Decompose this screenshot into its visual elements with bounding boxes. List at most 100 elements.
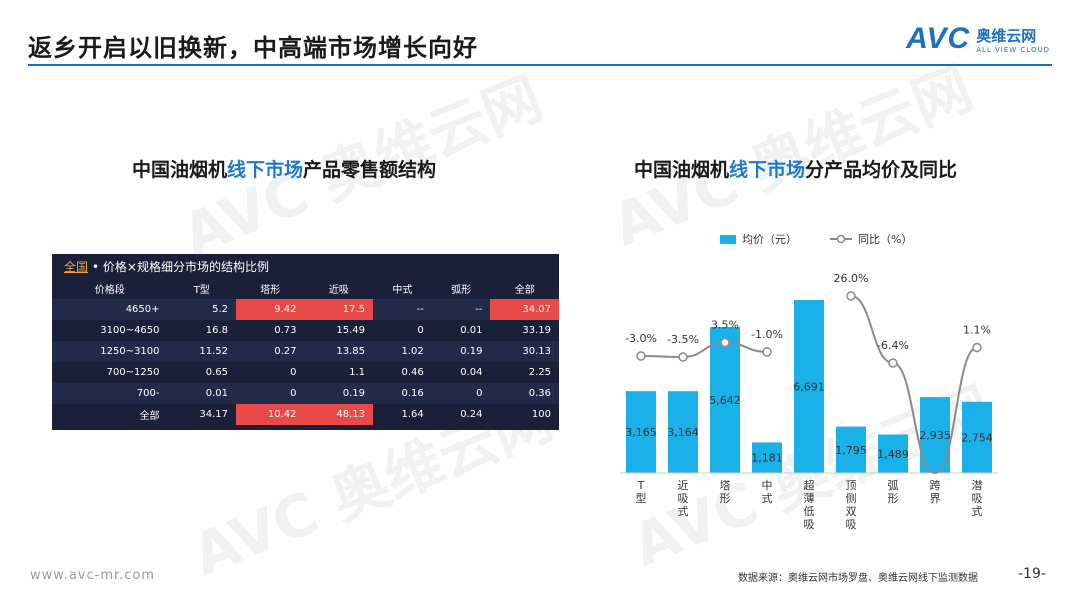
table-cell: 0.65 [205, 367, 229, 378]
footer-url[interactable]: www.avc-mr.com [30, 568, 156, 583]
data-source: 数据来源：奥维云网市场罗盘、奥维云网线下监测数据 [738, 573, 978, 584]
bar [710, 327, 740, 473]
table-cell: 0 [290, 367, 297, 378]
table-cell: 1.64 [401, 409, 424, 420]
region-link[interactable]: 全国 [64, 259, 89, 274]
table-cell: 2.25 [528, 367, 551, 378]
column-header: 价格段 [94, 285, 125, 296]
table-cell: 9.42 [236, 299, 305, 320]
column-header: 塔形 [260, 285, 281, 296]
table-cell: 0 [431, 383, 491, 404]
table-cell: 1250~3100 [52, 341, 168, 362]
table-cell: 13.85 [304, 341, 374, 362]
column-header: 全部 [514, 285, 535, 296]
yoy-point [888, 358, 898, 368]
bar-value-label: 3,165 [625, 426, 657, 439]
yoy-value-label: 1.1% [963, 323, 991, 336]
category-label: 潜吸式 [972, 478, 983, 518]
yoy-point [846, 291, 856, 301]
page-title: 返乡开启以旧换新，中高端市场增长向好 [28, 34, 478, 62]
table-cell: 0.04 [460, 367, 483, 378]
bar-value-label: 1,181 [751, 452, 783, 465]
legend-swatch-bar [720, 235, 736, 244]
bar-value-label: 2,935 [919, 429, 951, 442]
column-header: T型 [193, 285, 210, 296]
yoy-line [850, 295, 978, 475]
category-label: 顶侧双吸 [846, 479, 857, 531]
table-cell: 700- [52, 383, 168, 404]
table-cell: 15.49 [336, 325, 366, 336]
table-cell: 0.16 [373, 383, 432, 404]
table-cell: 全部 [139, 411, 160, 422]
table-cell: 11.52 [167, 341, 237, 362]
bar [752, 442, 782, 473]
table-cell: 0.24 [460, 409, 483, 420]
column-header: 弧形 [451, 285, 472, 296]
table-row: 3100~4650 16.8 0.73 15.49 0 0.01 33.19 [52, 320, 559, 341]
table-cell: -- [431, 299, 491, 320]
table-caption: • 价格×规格细分市场的结构比例 [92, 259, 269, 274]
table-cell: -- [373, 299, 432, 320]
table-cell: 0.46 [401, 367, 424, 378]
table-cell: 0.19 [304, 383, 374, 404]
yoy-point [720, 337, 730, 348]
table-cell: 33.19 [522, 325, 551, 336]
table-cell: 0.27 [236, 341, 305, 362]
legend-label-bar: 均价（元） [742, 233, 797, 246]
table-header-bar: 全国 • 价格×规格细分市场的结构比例 [52, 254, 559, 278]
bar-value-label: 6,691 [793, 381, 825, 394]
page-number: -19- [1018, 566, 1046, 582]
right-subtitle: 中国油烟机线下市场分产品均价及同比 [634, 159, 958, 181]
table-cell: 0.19 [431, 341, 491, 362]
table-row: 700~1250 0.65 0 1.1 0.46 0.04 2.25 [52, 362, 559, 383]
table-cell: 5.2 [167, 299, 237, 320]
bar [668, 391, 698, 473]
brand-logo: AVC 奥维云网 ALL VIEW CLOUD [906, 22, 1050, 56]
bar-value-label: 1,795 [835, 444, 867, 457]
table-cell: 0.01 [167, 383, 237, 404]
left-subtitle: 中国油烟机线下市场产品零售额结构 [132, 159, 437, 181]
table-cell: 30.13 [490, 341, 559, 362]
yoy-point [972, 342, 982, 353]
yoy-point [636, 351, 646, 361]
table-cell: 0.01 [460, 325, 483, 336]
table-cell: 0.73 [274, 325, 297, 336]
table-cell: 3100~4650 [100, 325, 160, 336]
category-label: 跨界 [930, 479, 941, 505]
bar-value-label: 2,754 [961, 431, 993, 444]
table-cell: 34.17 [199, 409, 229, 420]
table-cell: 48.13 [304, 404, 374, 425]
structure-table-grid: 价格段 T型 塔形 近吸 中式 弧形 全部 4650+ 5.2 9.42 17.5 -- -- 34.0… [52, 278, 559, 425]
yoy-value-label: -3.0% [625, 332, 657, 345]
legend-label-line: 同比（%） [858, 233, 912, 246]
yoy-value-label: -3.5% [667, 333, 699, 346]
category-label: 近吸式 [678, 479, 689, 518]
bar [794, 300, 824, 473]
yoy-value-label: -6.4% [877, 339, 909, 352]
yoy-line [640, 341, 768, 359]
yoy-point [762, 347, 772, 357]
table-cell: 16.8 [205, 325, 229, 336]
table-cell: 17.5 [304, 299, 374, 320]
header-divider [28, 64, 1052, 66]
bar-value-label: 5,642 [709, 394, 741, 407]
table-cell: 0 [236, 383, 305, 404]
bar-value-label: 1,489 [877, 448, 909, 461]
yoy-point [678, 352, 688, 362]
bar [626, 391, 656, 473]
bar [878, 434, 908, 473]
structure-table: 全国 • 价格×规格细分市场的结构比例 价格段 T型 塔形 近吸 中式 弧形 全部 4650… [52, 254, 559, 430]
table-cell: 34.07 [490, 299, 559, 320]
yoy-value-label: -1.0% [751, 328, 783, 341]
table-cell: 10.42 [236, 404, 305, 425]
table-cell: 700~1250 [106, 367, 160, 378]
category-label: 中式 [762, 479, 773, 505]
logo-en: ALL VIEW CLOUD [976, 45, 1050, 54]
yoy-value-label: 26.0% [834, 272, 869, 285]
category-label: 超薄低吸 [804, 478, 815, 531]
logo-mark: AVC [906, 22, 971, 55]
price-yoy-chart: 均价（元） 同比（%） 3,165 3,164 5,642 1,181 6,691 1,795… [620, 233, 998, 531]
table-row: 1250~3100 11.52 0.27 13.85 1.02 0.19 30.13 [52, 341, 559, 362]
column-header: 中式 [392, 285, 413, 296]
